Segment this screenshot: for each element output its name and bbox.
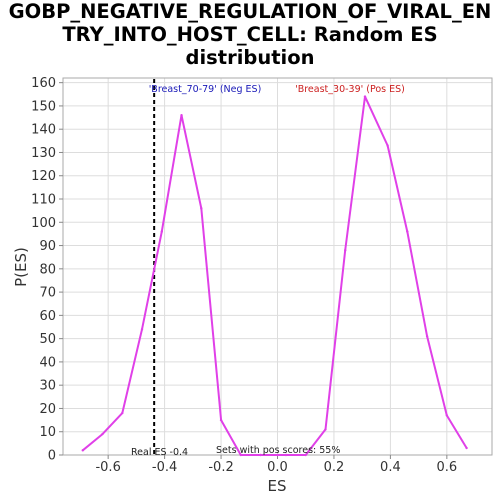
x-axis-ticks: -0.6 -0.4 -0.2 0.0 0.2 0.4 0.6 xyxy=(95,455,457,475)
data-point xyxy=(344,249,347,252)
data-point xyxy=(200,207,203,210)
x-tick-label: 0.4 xyxy=(380,460,401,475)
y-tick-label: 160 xyxy=(31,76,56,91)
data-point xyxy=(259,453,262,457)
y-tick-label: 80 xyxy=(39,262,56,277)
y-tick-label: 130 xyxy=(31,146,56,161)
x-tick-label: 0.2 xyxy=(324,460,345,475)
pos-scores-annotation: Sets with pos scores: 55% xyxy=(216,445,340,456)
data-point xyxy=(101,432,104,436)
grid-lines xyxy=(63,78,492,456)
x-tick-label: -0.4 xyxy=(152,460,177,475)
neg-es-annotation: 'Breast_70-79' (Neg ES) xyxy=(149,84,262,95)
es-distribution-line xyxy=(82,95,468,456)
data-point xyxy=(284,453,288,457)
y-tick-label: 0 xyxy=(48,449,56,464)
y-tick-label: 140 xyxy=(31,123,56,138)
data-point xyxy=(180,114,183,117)
data-point xyxy=(276,453,279,457)
data-point xyxy=(160,230,163,233)
data-point xyxy=(219,418,223,422)
data-point xyxy=(406,230,409,233)
data-point xyxy=(363,95,367,98)
y-axis-label: P(ES) xyxy=(12,247,30,287)
y-tick-label: 70 xyxy=(39,286,56,301)
pos-es-annotation: 'Breast_30-39' (Pos ES) xyxy=(295,84,405,95)
x-tick-label: -0.2 xyxy=(208,460,233,475)
y-tick-label: 150 xyxy=(31,99,56,114)
y-tick-label: 120 xyxy=(31,169,56,184)
real-es-label: Real ES -0.4 xyxy=(131,447,188,458)
data-point xyxy=(81,449,84,452)
y-tick-label: 90 xyxy=(39,239,56,254)
y-tick-label: 10 xyxy=(39,425,56,440)
data-point xyxy=(304,453,307,457)
y-tick-label: 60 xyxy=(39,309,56,324)
x-tick-label: 0.6 xyxy=(436,460,457,475)
data-point xyxy=(140,328,144,331)
chart-title: GOBP_NEGATIVE_REGULATION_OF_VIRAL_EN TRY… xyxy=(8,0,492,69)
data-point xyxy=(324,428,327,431)
y-tick-label: 110 xyxy=(31,193,56,208)
data-point xyxy=(445,414,449,417)
y-tick-label: 100 xyxy=(31,216,56,231)
y-tick-label: 40 xyxy=(39,355,56,370)
y-tick-label: 50 xyxy=(39,332,56,347)
series-group xyxy=(81,95,468,457)
y-axis-ticks: 0 10 20 30 40 50 60 70 80 90 100 110 120 130 140 150 160 xyxy=(31,76,63,464)
data-point xyxy=(465,446,468,450)
x-tick-label: -0.6 xyxy=(95,460,120,475)
data-point xyxy=(239,453,243,457)
y-tick-label: 20 xyxy=(39,402,56,417)
data-point xyxy=(386,144,389,147)
data-point xyxy=(425,335,429,338)
y-tick-label: 30 xyxy=(39,379,56,394)
x-axis-label: ES xyxy=(268,477,287,495)
data-point xyxy=(121,411,124,415)
x-tick-label: 0.0 xyxy=(267,460,288,475)
